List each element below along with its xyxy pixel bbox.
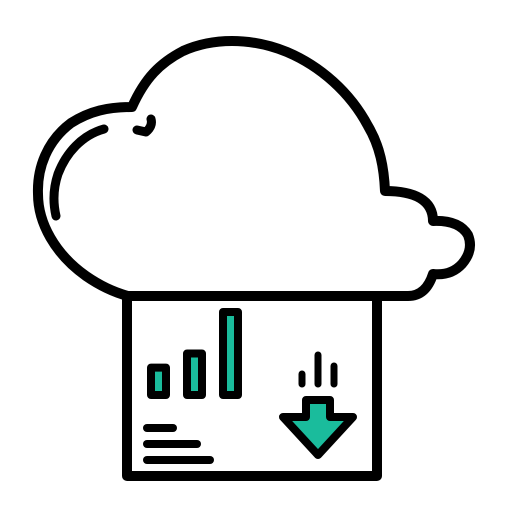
download-arrow-icon xyxy=(279,351,357,459)
bar-tall xyxy=(219,308,242,399)
arrow-head xyxy=(279,396,357,459)
bar-short xyxy=(147,363,170,399)
cloud-shape xyxy=(32,36,475,301)
bar-chart-icon xyxy=(147,308,242,399)
cloud-highlight-tick xyxy=(132,114,156,137)
bar-medium xyxy=(183,349,206,399)
cloud-highlight-stroke xyxy=(49,124,109,221)
